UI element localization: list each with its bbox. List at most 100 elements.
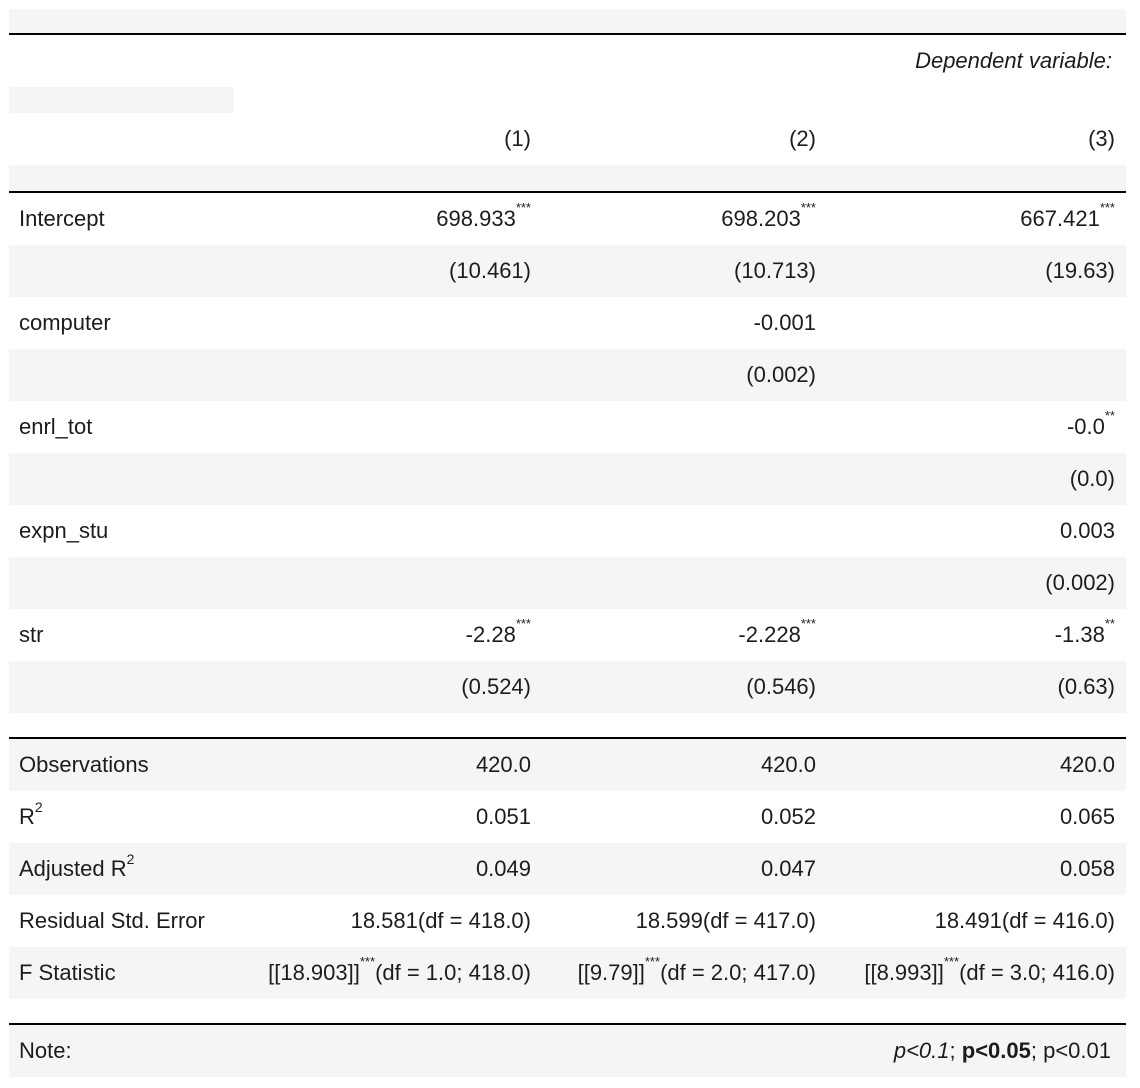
standard-error-1: (0.524) [461, 674, 531, 699]
coef-estimate-value: 667.421 [1020, 206, 1100, 231]
coef-row-str: str -2.28*** -2.228*** -1.38** [9, 609, 1126, 661]
note-row: Note: p<0.1; p<0.05; p<0.01 [9, 1025, 1126, 1077]
regression-table: Dependent variable: (1) (2) (3) Intercep… [9, 9, 1126, 1077]
adj-r2-label: Adjusted R2 [9, 851, 234, 882]
coef-estimate-1: -2.28*** [234, 616, 532, 648]
f-statistic-value-1: [[18.903]]***(df = 1.0; 418.0) [234, 954, 532, 986]
standard-error-3: (0.0) [1069, 466, 1115, 491]
coef-estimate-1: 698.933*** [234, 200, 532, 232]
coef-label: computer [19, 310, 111, 335]
adj-r2-label-power: 2 [126, 851, 135, 867]
adj-r2-value-2: 0.047 [760, 856, 816, 881]
column-header-2: (2) [789, 126, 816, 151]
coef-estimate-3: -1.38** [816, 616, 1116, 648]
header-spacer [9, 87, 1126, 113]
f-statistic-value-2: [[9.79]]***(df = 2.0; 417.0) [532, 954, 816, 986]
f-statistic-1-number: [[18.903]] [268, 960, 360, 985]
coef-estimate-2: -0.001 [532, 310, 816, 336]
significance-stars: ** [1104, 408, 1115, 423]
coef-estimate-value: -2.28 [465, 622, 516, 647]
coef-estimate-value: 698.203 [721, 206, 801, 231]
coef-label: str [19, 622, 44, 647]
f-statistic-value-3: [[8.993]]***(df = 3.0; 416.0) [816, 954, 1116, 986]
standard-error-3: (0.002) [1045, 570, 1115, 595]
residual-se-value-2: 18.599(df = 417.0) [635, 908, 816, 933]
se-row-expn-stu: (0.002) [9, 557, 1126, 609]
residual-se-label: Residual Std. Error [19, 908, 205, 933]
coef-estimate-value: 698.933 [436, 206, 516, 231]
coef-estimate-value: -0.0 [1066, 414, 1105, 439]
r2-label: R2 [9, 799, 234, 830]
se-row-intercept: (10.461) (10.713) (19.63) [9, 245, 1126, 297]
residual-se-value-3: 18.491(df = 416.0) [934, 908, 1115, 933]
coef-label: expn_stu [19, 518, 109, 543]
stats-gap [9, 713, 1126, 737]
residual-se-value-1: 18.581(df = 418.0) [350, 908, 531, 933]
header-spacer-block [9, 87, 234, 113]
coef-estimate-3: 0.003 [816, 518, 1116, 544]
note-gap [9, 999, 1126, 1023]
coef-estimate-2: -2.228*** [532, 616, 816, 648]
coef-row-intercept: Intercept 698.933*** 698.203*** 667.421*** [9, 193, 1126, 245]
significance-stars: *** [1099, 200, 1115, 215]
adj-r2-value-1: 0.049 [475, 856, 531, 881]
observations-label: Observations [19, 752, 149, 777]
top-band [9, 9, 1126, 33]
observations-value-2: 420.0 [760, 752, 816, 777]
significance-stars: *** [800, 616, 816, 631]
header-rule [9, 191, 1126, 193]
stats-rule [9, 737, 1126, 739]
coef-estimate-3: 667.421*** [816, 200, 1116, 232]
se-row-computer: (0.002) [9, 349, 1126, 401]
column-header-3: (3) [1088, 126, 1115, 151]
note-label: Note: [19, 1038, 72, 1063]
f-statistic-3-number: [[8.993]] [864, 960, 944, 985]
f-statistic-1-stars: *** [359, 954, 376, 969]
significance-stars: ** [1104, 616, 1115, 631]
f-statistic-2-number: [[9.79]] [577, 960, 645, 985]
r2-value-1: 0.051 [475, 804, 531, 829]
standard-error-2: (0.002) [746, 362, 816, 387]
standard-error-3: (0.63) [1057, 674, 1115, 699]
significance-separator-1: ; [949, 1038, 962, 1063]
f-statistic-3-stars: *** [943, 954, 960, 969]
significance-stars: *** [800, 200, 816, 215]
coef-row-computer: computer -0.001 [9, 297, 1126, 349]
dependent-variable-label: Dependent variable: [915, 48, 1112, 73]
se-row-enrl-tot: (0.0) [9, 453, 1126, 505]
r2-value-3: 0.065 [1059, 804, 1115, 829]
observations-value-1: 420.0 [475, 752, 531, 777]
coef-row-expn-stu: expn_stu 0.003 [9, 505, 1126, 557]
adj-r2-value-3: 0.058 [1059, 856, 1115, 881]
f-statistic-row: F Statistic [[18.903]]***(df = 1.0; 418.… [9, 947, 1126, 999]
significance-p01: p<0.01 [1043, 1038, 1111, 1063]
significance-p10: p<0.1 [893, 1038, 950, 1063]
observations-value-3: 420.0 [1059, 752, 1115, 777]
header-gap [9, 165, 1126, 191]
standard-error-2: (10.713) [734, 258, 816, 283]
coef-label: enrl_tot [19, 414, 93, 439]
residual-se-row: Residual Std. Error 18.581(df = 418.0) 1… [9, 895, 1126, 947]
r2-label-power: 2 [34, 799, 43, 815]
significance-separator-2: ; [1030, 1038, 1044, 1063]
se-row-str: (0.524) (0.546) (0.63) [9, 661, 1126, 713]
top-rule [9, 33, 1126, 35]
r2-row: R2 0.051 0.052 0.065 [9, 791, 1126, 843]
coef-estimate-value: -1.38 [1054, 622, 1105, 647]
coef-estimate-value: -0.001 [753, 310, 816, 335]
f-statistic-2-stars: *** [644, 954, 661, 969]
f-statistic-1-df: (df = 1.0; 418.0) [375, 960, 531, 985]
observations-row: Observations 420.0 420.0 420.0 [9, 739, 1126, 791]
coef-estimate-value: 0.003 [1059, 518, 1115, 543]
significance-stars: *** [515, 200, 531, 215]
adj-r2-label-text: Adjusted R [19, 856, 127, 881]
coef-row-enrl-tot: enrl_tot -0.0** [9, 401, 1126, 453]
note-rule [9, 1023, 1126, 1025]
f-statistic-label: F Statistic [19, 960, 116, 985]
adj-r2-row: Adjusted R2 0.049 0.047 0.058 [9, 843, 1126, 895]
f-statistic-3-df: (df = 3.0; 416.0) [959, 960, 1115, 985]
r2-label-text: R [19, 804, 35, 829]
standard-error-2: (0.546) [746, 674, 816, 699]
coef-estimate-value: -2.228 [738, 622, 801, 647]
significance-note: p<0.1; p<0.05; p<0.01 [234, 1038, 1126, 1064]
